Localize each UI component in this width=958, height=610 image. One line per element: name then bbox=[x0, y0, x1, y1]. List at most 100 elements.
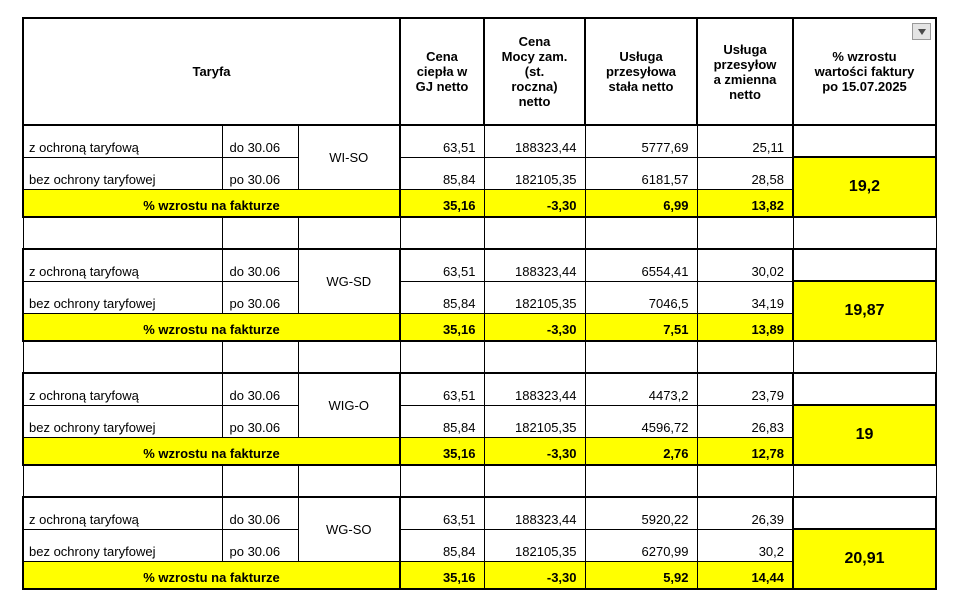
row-growth-wgsd: % wzrostu na fakturze 35,16 -3,30 7,51 1… bbox=[22, 312, 936, 342]
row-protected-wgso: z ochroną taryfową do 30.06 WG-SO 63,51 … bbox=[22, 496, 937, 562]
empty-cell bbox=[696, 464, 794, 498]
cell-value: 182105,35 bbox=[483, 280, 586, 314]
header-procent-wzrostu: % wzrostu wartości faktury po 15.07.2025 bbox=[792, 17, 937, 126]
growth-value: -3,30 bbox=[483, 560, 586, 590]
cell-value: 188323,44 bbox=[483, 124, 586, 158]
growth-value: 2,76 bbox=[584, 436, 698, 466]
cell-value: 182105,35 bbox=[483, 404, 586, 438]
cell-value: 63,51 bbox=[399, 248, 485, 282]
period-after: po 30.06 bbox=[221, 156, 299, 190]
cell-value: 4473,2 bbox=[584, 372, 698, 406]
empty-cell bbox=[399, 216, 485, 250]
empty-cell bbox=[792, 340, 937, 374]
cell-value: 7046,5 bbox=[584, 280, 698, 314]
tariff-name: WI-SO bbox=[297, 124, 401, 190]
cell-value: 63,51 bbox=[399, 372, 485, 406]
total-growth-value: 19,2 bbox=[792, 156, 937, 218]
empty-cell bbox=[483, 464, 586, 498]
period-before: do 30.06 bbox=[221, 496, 299, 530]
total-growth-value: 19,87 bbox=[792, 280, 937, 342]
growth-value: -3,30 bbox=[483, 312, 586, 342]
growth-label: % wzrostu na fakturze bbox=[22, 188, 401, 218]
cell-value: 188323,44 bbox=[483, 372, 586, 406]
growth-value: 35,16 bbox=[399, 560, 485, 590]
period-before: do 30.06 bbox=[221, 248, 299, 282]
cell-value: 6270,99 bbox=[584, 528, 698, 562]
period-after: po 30.06 bbox=[221, 404, 299, 438]
empty-cell bbox=[22, 464, 223, 498]
empty-cell bbox=[792, 124, 937, 158]
header-row: Taryfa Cena ciepła w GJ netto Cena Mocy … bbox=[22, 17, 937, 126]
protected-label: z ochroną taryfową bbox=[22, 496, 223, 530]
period-before: do 30.06 bbox=[221, 372, 299, 406]
spacer-row bbox=[22, 464, 937, 498]
row-growth-wgso: % wzrostu na fakturze 35,16 -3,30 5,92 1… bbox=[22, 560, 936, 590]
row-unprotected-wgsd: bez ochrony taryfowej po 30.06 85,84 182… bbox=[22, 280, 937, 342]
cell-value: 6181,57 bbox=[584, 156, 698, 190]
empty-cell bbox=[792, 464, 937, 498]
unprotected-label: bez ochrony taryfowej bbox=[22, 280, 223, 314]
cell-value: 182105,35 bbox=[483, 528, 586, 562]
cell-value: 23,79 bbox=[696, 372, 794, 406]
empty-cell bbox=[221, 340, 299, 374]
cell-value: 28,58 bbox=[696, 156, 794, 190]
cell-value: 5777,69 bbox=[584, 124, 698, 158]
filter-dropdown-button[interactable] bbox=[912, 23, 931, 40]
protected-label: z ochroną taryfową bbox=[22, 372, 223, 406]
growth-label: % wzrostu na fakturze bbox=[22, 436, 401, 466]
cell-value: 63,51 bbox=[399, 496, 485, 530]
row-unprotected-wiso: bez ochrony taryfowej po 30.06 85,84 182… bbox=[22, 156, 937, 218]
empty-cell bbox=[584, 340, 698, 374]
cell-value: 188323,44 bbox=[483, 496, 586, 530]
empty-cell bbox=[792, 372, 937, 406]
header-cena-mocy: Cena Mocy zam. (st. roczna) netto bbox=[483, 17, 586, 126]
spacer-row bbox=[22, 216, 937, 250]
protected-label: z ochroną taryfową bbox=[22, 124, 223, 158]
growth-value: 6,99 bbox=[584, 188, 698, 218]
empty-cell bbox=[22, 216, 223, 250]
row-unprotected-wigo: bez ochrony taryfowej po 30.06 85,84 182… bbox=[22, 404, 937, 466]
empty-cell bbox=[221, 216, 299, 250]
empty-cell bbox=[792, 216, 937, 250]
tariff-name: WIG-O bbox=[297, 372, 401, 438]
growth-value: -3,30 bbox=[483, 436, 586, 466]
cell-value: 4596,72 bbox=[584, 404, 698, 438]
row-protected-wigo: z ochroną taryfową do 30.06 WIG-O 63,51 … bbox=[22, 372, 937, 438]
cell-value: 63,51 bbox=[399, 124, 485, 158]
empty-cell bbox=[584, 216, 698, 250]
header-usluga-stala: Usługa przesyłowa stała netto bbox=[584, 17, 698, 126]
cell-value: 6554,41 bbox=[584, 248, 698, 282]
spreadsheet-area: Taryfa Cena ciepła w GJ netto Cena Mocy … bbox=[22, 17, 937, 590]
row-protected-wiso: z ochroną taryfową do 30.06 WI-SO 63,51 … bbox=[22, 124, 937, 190]
growth-value: 7,51 bbox=[584, 312, 698, 342]
growth-value: 13,82 bbox=[696, 188, 794, 218]
growth-value: 35,16 bbox=[399, 436, 485, 466]
header-usluga-zmienna: Usługa przesyłow a zmienna netto bbox=[696, 17, 794, 126]
empty-cell bbox=[297, 340, 401, 374]
empty-cell bbox=[696, 216, 794, 250]
row-unprotected-wgso: bez ochrony taryfowej po 30.06 85,84 182… bbox=[22, 528, 937, 590]
empty-cell bbox=[399, 464, 485, 498]
tariff-name: WG-SD bbox=[297, 248, 401, 314]
empty-cell bbox=[584, 464, 698, 498]
empty-cell bbox=[399, 340, 485, 374]
growth-value: 12,78 bbox=[696, 436, 794, 466]
total-growth-value: 20,91 bbox=[792, 528, 937, 590]
growth-value: 5,92 bbox=[584, 560, 698, 590]
cell-value: 25,11 bbox=[696, 124, 794, 158]
dropdown-arrow-icon bbox=[917, 28, 926, 35]
row-growth-wigo: % wzrostu na fakturze 35,16 -3,30 2,76 1… bbox=[22, 436, 936, 466]
growth-value: -3,30 bbox=[483, 188, 586, 218]
unprotected-label: bez ochrony taryfowej bbox=[22, 404, 223, 438]
unprotected-label: bez ochrony taryfowej bbox=[22, 528, 223, 562]
total-growth-value: 19 bbox=[792, 404, 937, 466]
period-after: po 30.06 bbox=[221, 280, 299, 314]
cell-value: 182105,35 bbox=[483, 156, 586, 190]
empty-cell bbox=[792, 248, 937, 282]
unprotected-label: bez ochrony taryfowej bbox=[22, 156, 223, 190]
empty-cell bbox=[792, 496, 937, 530]
cell-value: 85,84 bbox=[399, 528, 485, 562]
cell-value: 5920,22 bbox=[584, 496, 698, 530]
spacer-row bbox=[22, 340, 937, 374]
header-taryfa: Taryfa bbox=[22, 17, 401, 126]
